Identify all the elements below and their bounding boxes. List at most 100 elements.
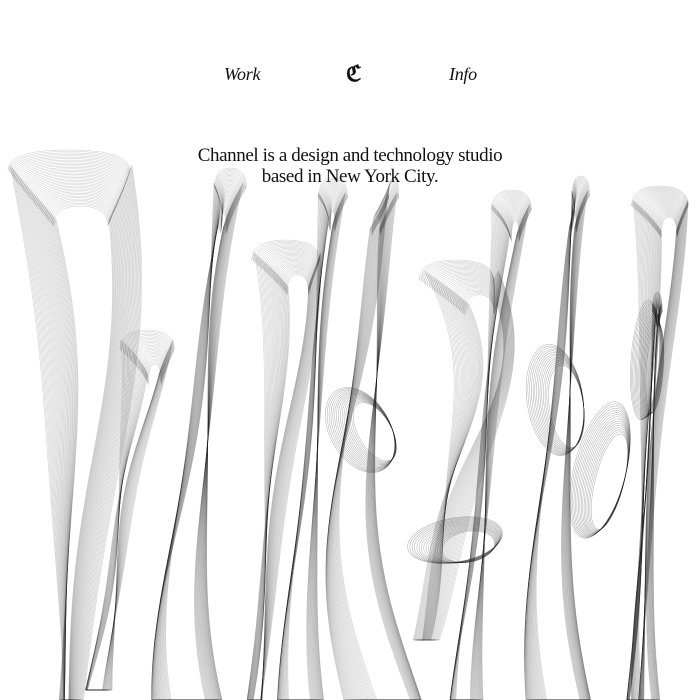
- fold-contour-line: [418, 521, 501, 564]
- line-ribbon: [412, 259, 515, 641]
- ribbon-contour-line: [85, 353, 166, 691]
- ribbon-contour-line: [38, 188, 122, 700]
- nav-link-info[interactable]: Info: [449, 64, 477, 84]
- ribbon-contour-line: [425, 270, 512, 641]
- ribbon-contour-line: [151, 168, 246, 700]
- ribbon-contour-line: [536, 212, 591, 700]
- ribbon-contour-line: [527, 193, 588, 700]
- ribbon-contour-line: [524, 181, 588, 700]
- fold-contour-line: [411, 518, 502, 564]
- ribbon-contour-line: [524, 176, 590, 700]
- ribbon-contour-line: [529, 198, 589, 700]
- fold-contour-line: [537, 355, 585, 452]
- ribbon-contour-line: [249, 256, 315, 700]
- ribbon-contour-line: [335, 208, 422, 700]
- ribbon-contour-line: [422, 275, 510, 641]
- ribbon-contour-line: [287, 209, 336, 700]
- ribbon-contour-line: [636, 304, 660, 700]
- ribbon-contour-line: [455, 220, 520, 700]
- ribbon-contour-line: [43, 194, 119, 700]
- fold-contour-line: [439, 529, 496, 563]
- nav-link-work[interactable]: Work: [224, 64, 261, 84]
- ribbon-contour-line: [453, 215, 522, 700]
- ribbon-contour-line: [277, 177, 348, 700]
- fold-contour-line: [432, 526, 497, 564]
- fold-contour-line: [330, 390, 396, 471]
- ribbon-contour-line: [633, 298, 661, 700]
- ribbon-contour-line: [626, 206, 681, 700]
- ribbon-contour-line: [417, 284, 507, 641]
- ribbon-contour-line: [329, 194, 418, 700]
- fold-contour-line: [430, 525, 498, 564]
- ribbon-contour-line: [44, 195, 118, 700]
- ribbon-contour-line: [278, 189, 343, 700]
- ribbon-contour-line: [152, 180, 240, 700]
- ribbon-contour-line: [85, 347, 168, 691]
- ribbon-contour-line: [532, 205, 591, 700]
- ribbon-contour-line: [626, 217, 678, 700]
- ribbon-contour-line: [284, 205, 337, 700]
- ribbon-contour-line: [338, 213, 422, 700]
- fold-contour-line: [340, 395, 396, 467]
- fold-contour-line: [409, 517, 503, 564]
- ribbon-contour-line: [249, 255, 316, 700]
- fold-contour-line: [588, 429, 629, 531]
- fold-contour-line: [539, 356, 585, 451]
- ribbon-contour-line: [416, 286, 507, 641]
- ribbon-contour-line: [449, 198, 528, 700]
- fold-contour-line: [421, 522, 500, 564]
- ribbon-contour-line: [332, 202, 420, 700]
- ribbon-contour-line: [525, 186, 585, 700]
- ribbon-contour-line: [530, 200, 590, 700]
- ribbon-contour-line: [87, 331, 174, 691]
- ribbon-contour-line: [250, 251, 317, 700]
- ribbon-contour-line: [325, 181, 413, 700]
- fold-contour-line: [525, 344, 585, 456]
- ribbon-contour-line: [37, 187, 122, 700]
- ribbon-contour-line: [12, 156, 139, 700]
- ribbon-contour-line: [626, 209, 680, 700]
- ribbon-contour-line: [161, 204, 230, 700]
- ribbon-contour-line: [454, 218, 521, 700]
- ribbon-contour-line: [24, 171, 131, 700]
- ribbon-contour-line: [51, 204, 114, 700]
- ribbon-contour-line: [628, 188, 688, 700]
- ribbon-contour-line: [20, 167, 133, 700]
- ribbon-contour-line: [277, 180, 347, 700]
- ribbon-contour-line: [85, 351, 166, 691]
- fold-contour-line: [632, 303, 661, 420]
- ribbon-contour-line: [418, 259, 515, 641]
- ribbon-contour-line: [327, 186, 415, 700]
- ribbon-contour-line: [526, 189, 587, 700]
- fold-contour-line: [543, 360, 585, 450]
- fold-contour-line: [341, 396, 396, 466]
- fold-contour-line: [527, 345, 585, 456]
- ribbon-contour-line: [249, 257, 315, 700]
- ribbon-contour-line: [326, 185, 415, 700]
- ribbon-contour-line: [427, 265, 513, 641]
- ribbon-contour-line: [159, 199, 232, 700]
- ribbon-contour-line: [526, 188, 586, 700]
- ribbon-contour-line: [633, 298, 661, 700]
- ribbon-contour-line: [86, 360, 163, 691]
- ribbon-contour-line: [247, 266, 312, 700]
- ribbon-contour-line: [632, 297, 661, 700]
- ribbon-contour-line: [277, 182, 346, 700]
- fold-contour-line: [641, 318, 664, 415]
- ribbon-twist-fold: [630, 299, 665, 421]
- ribbon-contour-line: [332, 203, 421, 700]
- fold-contour-line: [534, 352, 585, 453]
- fold-contour-line: [343, 397, 397, 466]
- ribbon-contour-line: [282, 200, 339, 700]
- ribbon-contour-line: [424, 272, 511, 641]
- ribbon-contour-line: [627, 201, 683, 700]
- fold-contour-line: [353, 402, 397, 462]
- ribbon-contour-line: [277, 184, 345, 700]
- ribbon-contour-line: [627, 196, 685, 700]
- ribbon-contour-line: [412, 294, 504, 641]
- channel-logo-icon[interactable]: ℭ: [346, 61, 362, 86]
- fold-contour-line: [636, 309, 662, 418]
- ribbon-contour-line: [248, 260, 314, 700]
- ribbon-contour-line: [420, 278, 509, 641]
- ribbon-contour-line: [153, 183, 238, 700]
